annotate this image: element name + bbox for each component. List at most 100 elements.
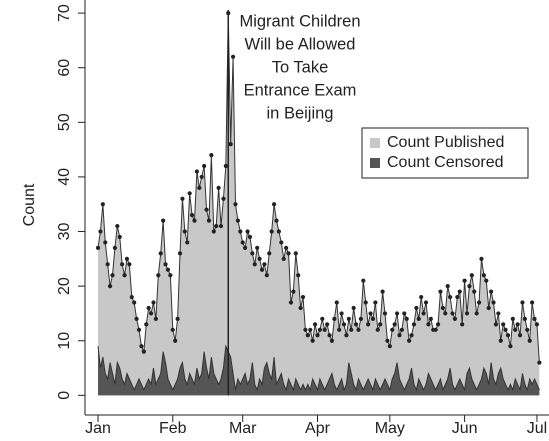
point bbox=[165, 267, 171, 272]
legend-swatch bbox=[370, 158, 380, 168]
line bbox=[97, 13, 540, 363]
point bbox=[202, 163, 207, 169]
legend-label: Count Censored bbox=[387, 154, 504, 171]
point bbox=[460, 322, 465, 327]
point bbox=[308, 327, 313, 332]
point bbox=[238, 229, 243, 234]
point bbox=[127, 262, 132, 267]
x-tick-label: Jan bbox=[85, 420, 111, 437]
point bbox=[503, 327, 508, 332]
point bbox=[293, 251, 298, 256]
y-tick-label: 60 bbox=[56, 59, 73, 77]
point bbox=[187, 191, 192, 196]
point bbox=[435, 322, 441, 327]
x-tick-label: May bbox=[375, 420, 405, 437]
point bbox=[279, 240, 284, 245]
point bbox=[423, 300, 429, 305]
point bbox=[356, 327, 361, 332]
point bbox=[344, 333, 349, 338]
point bbox=[322, 327, 327, 332]
point bbox=[274, 218, 279, 223]
point bbox=[120, 262, 125, 267]
y-tick-label: 70 bbox=[56, 4, 73, 22]
point bbox=[522, 316, 527, 321]
point bbox=[264, 273, 269, 278]
point bbox=[462, 278, 467, 283]
point bbox=[378, 322, 383, 327]
legend-label: Count Published bbox=[387, 134, 504, 151]
x-tick-label: Feb bbox=[159, 420, 187, 437]
point bbox=[373, 300, 378, 305]
point bbox=[173, 338, 178, 343]
point bbox=[216, 185, 221, 190]
point bbox=[284, 245, 289, 251]
point bbox=[204, 207, 209, 212]
point bbox=[317, 327, 322, 332]
point bbox=[271, 202, 277, 207]
point bbox=[394, 311, 400, 316]
point bbox=[363, 300, 368, 305]
point bbox=[300, 294, 306, 300]
point bbox=[107, 284, 113, 289]
point bbox=[414, 305, 419, 311]
point bbox=[329, 338, 335, 343]
point bbox=[257, 256, 262, 261]
point bbox=[214, 223, 219, 229]
point bbox=[175, 316, 180, 321]
x-tick-label: Jun bbox=[452, 420, 478, 437]
point bbox=[505, 333, 511, 338]
point bbox=[132, 300, 137, 305]
point bbox=[525, 327, 530, 332]
point bbox=[382, 311, 388, 316]
legend: Count Published Count Censored bbox=[361, 127, 529, 179]
point bbox=[211, 229, 216, 234]
y-tick-label: 50 bbox=[56, 113, 73, 131]
point bbox=[443, 311, 448, 316]
point bbox=[144, 322, 149, 327]
point bbox=[218, 223, 224, 229]
point bbox=[209, 152, 214, 158]
point bbox=[288, 300, 294, 305]
point bbox=[312, 322, 318, 327]
point bbox=[337, 327, 342, 332]
point bbox=[243, 245, 248, 251]
point bbox=[250, 251, 255, 256]
point bbox=[457, 289, 462, 294]
point bbox=[508, 344, 513, 349]
point bbox=[192, 218, 197, 223]
point bbox=[252, 262, 257, 267]
point bbox=[185, 240, 190, 245]
point bbox=[255, 245, 260, 251]
point bbox=[399, 327, 404, 332]
point bbox=[168, 273, 173, 278]
point bbox=[498, 338, 503, 343]
line bbox=[97, 344, 540, 392]
point bbox=[327, 333, 332, 338]
point bbox=[448, 294, 453, 300]
point bbox=[151, 300, 156, 305]
point bbox=[349, 327, 354, 332]
point bbox=[136, 327, 142, 332]
point bbox=[146, 305, 151, 311]
point bbox=[180, 196, 185, 201]
x-tick-label: Jul bbox=[527, 420, 547, 437]
annotation-text: Will be Allowed bbox=[245, 35, 356, 53]
point bbox=[515, 322, 520, 327]
y-axis-label: Count bbox=[21, 183, 38, 226]
point bbox=[115, 223, 120, 229]
point bbox=[387, 344, 392, 349]
point bbox=[332, 316, 337, 321]
annotation-text: Migrant Children bbox=[239, 12, 360, 30]
point bbox=[419, 294, 424, 300]
point bbox=[117, 234, 122, 240]
point bbox=[163, 262, 168, 267]
point bbox=[148, 311, 154, 316]
point bbox=[404, 316, 409, 321]
point bbox=[247, 234, 253, 240]
point bbox=[281, 256, 286, 261]
area bbox=[98, 13, 540, 396]
point bbox=[286, 251, 291, 256]
x-tick-label: Apr bbox=[305, 420, 331, 437]
point bbox=[351, 305, 356, 311]
